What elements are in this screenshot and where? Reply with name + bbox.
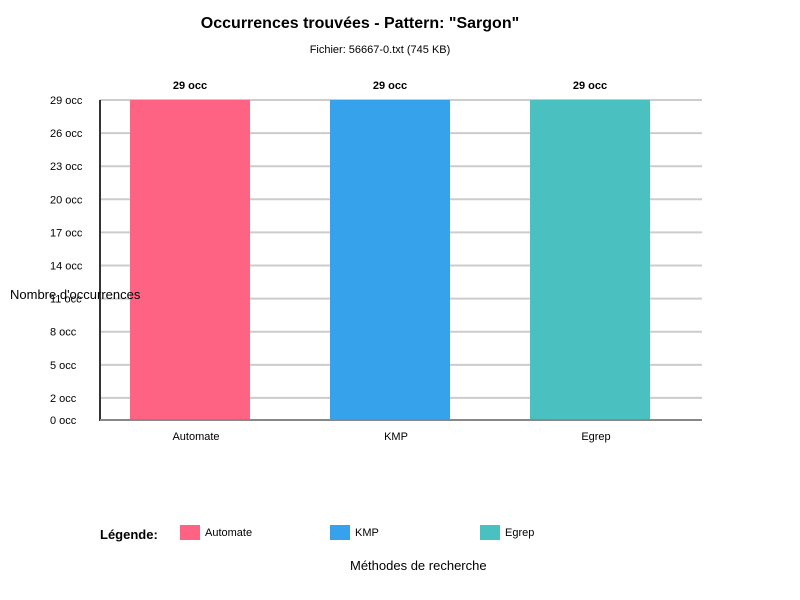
y-tick-label: 17 occ — [50, 227, 83, 239]
y-tick-label: 0 occ — [50, 415, 77, 427]
bar-egrep — [530, 100, 650, 420]
bar-kmp — [330, 100, 450, 420]
chart-subtitle: Fichier: 56667-0.txt (745 KB) — [309, 44, 451, 56]
legend-swatch — [480, 525, 500, 540]
chart-title: Occurrences trouvées - Pattern: "Sargon" — [200, 15, 520, 32]
legend-label: Automate — [205, 527, 253, 539]
y-tick-label: 23 occ — [50, 161, 83, 173]
x-tick-label: Automate — [172, 431, 219, 443]
x-tick-label: Egrep — [581, 431, 610, 443]
y-tick-label: 8 occ — [50, 327, 77, 339]
legend-title: Légende: — [100, 527, 158, 542]
y-tick-label: 29 occ — [50, 95, 83, 107]
bar-value-label: 29 occ — [573, 80, 607, 92]
y-tick-label: 20 occ — [50, 194, 83, 206]
x-axis-label: Méthodes de recherche — [350, 558, 487, 573]
bar-value-label: 29 occ — [373, 80, 407, 92]
legend-label: KMP — [355, 527, 379, 539]
legend-swatch — [330, 525, 350, 540]
y-axis-label: Nombre d'occurrences — [10, 287, 141, 302]
x-tick-label: KMP — [384, 431, 408, 443]
y-tick-label: 14 occ — [50, 261, 83, 273]
legend-swatch — [180, 525, 200, 540]
y-tick-label: 11 occ — [50, 294, 82, 306]
legend-label: Egrep — [505, 527, 535, 539]
y-tick-label: 2 occ — [50, 393, 77, 405]
bar-value-label: 29 occ — [173, 80, 207, 92]
y-tick-label: 26 occ — [50, 128, 83, 140]
y-tick-label: 5 occ — [50, 360, 77, 372]
bar-automate — [130, 100, 250, 420]
